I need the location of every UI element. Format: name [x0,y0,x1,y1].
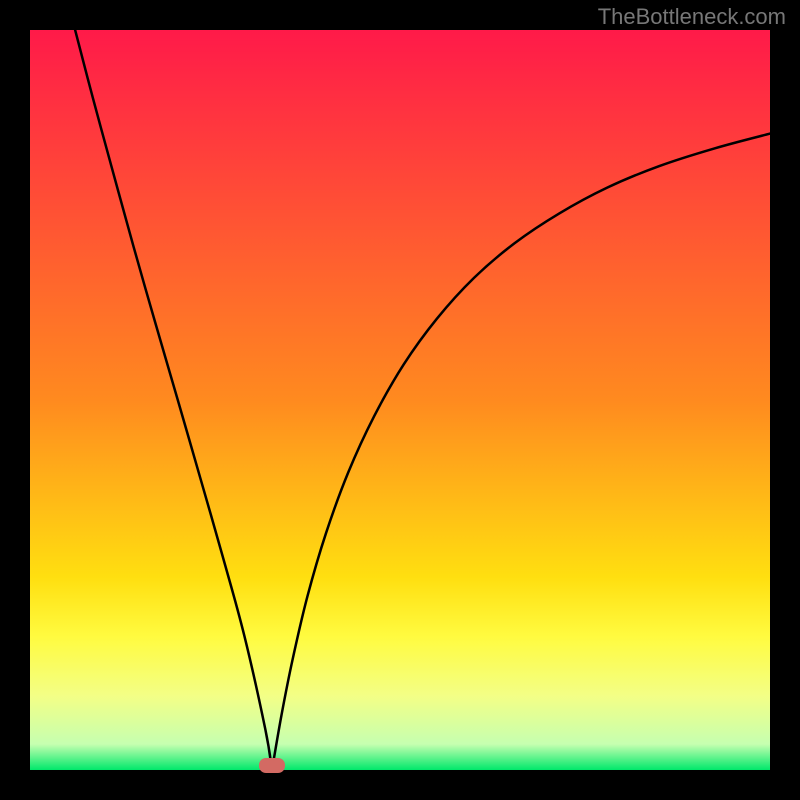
watermark-text: TheBottleneck.com [598,4,786,30]
chart-container: TheBottleneck.com [0,0,800,800]
optimum-marker [259,758,286,773]
plot-area [30,30,770,770]
bottleneck-curve [30,30,770,770]
